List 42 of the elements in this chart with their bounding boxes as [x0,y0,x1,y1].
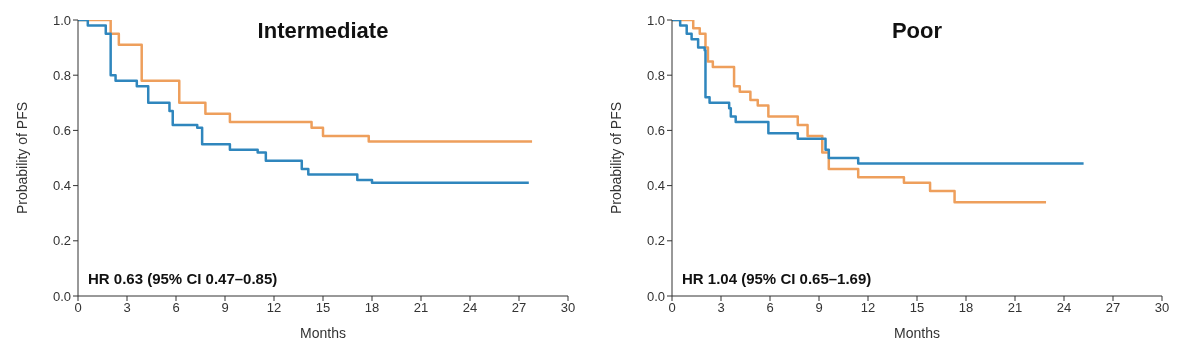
x-tick-label: 0 [74,300,82,316]
x-tick-label: 12 [266,300,282,316]
y-tick-label: 0.0 [52,288,71,304]
y-axis-title: Probability of PFS [607,101,624,215]
x-tick-label: 30 [1154,300,1170,316]
x-tick-label: 18 [364,300,380,316]
x-tick-label: 9 [815,300,823,316]
x-tick-label: 24 [1056,300,1072,316]
x-tick-label: 27 [1105,300,1121,316]
x-tick-label: 12 [860,300,876,316]
x-axis-title: Months [300,325,346,341]
x-tick-label: 21 [1007,300,1023,316]
y-tick-label: 0.8 [52,67,71,83]
x-tick-label: 6 [172,300,180,316]
y-tick-label: 1.0 [646,12,665,28]
y-tick-label: 0.8 [646,67,665,83]
y-tick-label: 0.4 [52,178,71,194]
y-tick-label: 0.4 [646,178,665,194]
x-tick-label: 3 [717,300,725,316]
x-tick-label: 6 [766,300,774,316]
x-tick-label: 24 [462,300,478,316]
y-tick-label: 0.0 [646,288,665,304]
annotation: HR 1.04 (95% CI 0.65–1.69) [682,270,872,287]
x-tick-label: 3 [123,300,131,316]
y-tick-label: 0.6 [52,123,71,139]
x-tick-label: 27 [511,300,527,316]
x-axis-title: Months [894,325,940,341]
y-tick-label: 1.0 [52,12,71,28]
y-tick-label: 0.2 [646,233,665,249]
chart-title: Poor [890,18,944,44]
x-tick-label: 30 [560,300,576,316]
y-axis-title: Probability of PFS [13,101,30,215]
chart-title: Intermediate [256,18,390,44]
annotation: HR 0.63 (95% CI 0.47–0.85) [88,270,278,287]
x-tick-label: 0 [668,300,676,316]
y-tick-label: 0.6 [646,123,665,139]
x-tick-label: 18 [958,300,974,316]
x-tick-label: 15 [909,300,925,316]
x-tick-label: 15 [315,300,331,316]
y-tick-label: 0.2 [52,233,71,249]
x-tick-label: 21 [413,300,429,316]
x-tick-label: 9 [221,300,229,316]
